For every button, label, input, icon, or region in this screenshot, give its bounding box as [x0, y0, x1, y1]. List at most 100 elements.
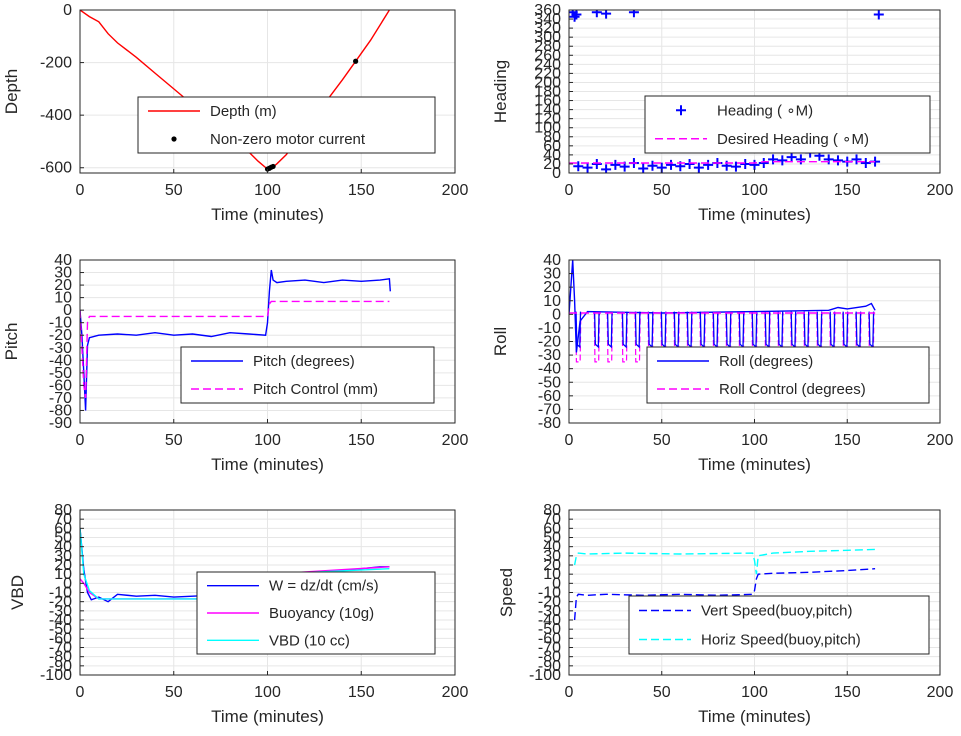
depth-series-1-point [270, 163, 276, 170]
y-tick-label: -200 [40, 55, 72, 72]
legend-label: Depth (m) [210, 103, 277, 120]
x-tick-label: 0 [76, 182, 85, 199]
vbd-legend: W = dz/dt (cm/s) Buoyancy (10g) VBD (10 cc… [196, 571, 436, 655]
roll-legend: Roll (degrees) Roll Control (degrees) [646, 346, 930, 404]
y-tick-label: -50 [49, 365, 72, 382]
y-tick-label: 50 [543, 530, 561, 547]
y-tick-label: 260 [534, 47, 561, 64]
x-tick-label: 150 [348, 684, 375, 701]
roll-spike [606, 311, 613, 349]
heading-series-0-point [571, 10, 582, 20]
legend-box [137, 96, 436, 154]
y-tick-label: 220 [534, 65, 561, 82]
roll-spike [790, 311, 797, 349]
x-tick-label: 50 [653, 684, 671, 701]
depth-x-label: Time (minutes) [211, 205, 324, 224]
pitch-y-label: Pitch [2, 323, 21, 361]
heading-y-label: Heading [491, 60, 510, 123]
y-tick-label: 10 [54, 290, 72, 307]
heading-series-0-point [777, 155, 788, 166]
y-tick-label: 30 [54, 548, 72, 565]
x-tick-label: 150 [834, 182, 861, 199]
pitch-legend: Pitch (degrees) Pitch Control (mm) [180, 346, 435, 404]
y-tick-label: 80 [54, 502, 72, 519]
pitch-series-0-line [80, 269, 391, 411]
y-tick-label: -100 [40, 667, 72, 684]
heading-x-label: Time (minutes) [698, 205, 811, 224]
heading-series-0-point [740, 158, 751, 169]
pitch-series-1-line [80, 300, 390, 398]
roll-spike [803, 311, 810, 349]
y-tick-label: 20 [543, 279, 561, 296]
x-tick-label: 150 [834, 432, 861, 449]
y-tick-label: 280 [534, 38, 561, 55]
roll-spike [751, 311, 758, 349]
roll-spike [673, 311, 680, 349]
heading-series-0-point [873, 10, 884, 20]
y-tick-label: -20 [538, 594, 561, 611]
y-tick-label: 80 [543, 502, 561, 519]
y-tick-label: 240 [534, 56, 561, 73]
heading-series-0-point [832, 155, 843, 166]
y-tick-label: 120 [534, 111, 561, 128]
y-tick-label: 0 [63, 302, 72, 319]
y-tick-label: -60 [538, 630, 561, 647]
speed-legend: Vert Speed(buoy,pitch) Horiz Speed(buoy,p… [628, 595, 930, 655]
roll-spike [738, 311, 745, 349]
roll-spike [829, 311, 836, 349]
y-tick-label: -400 [40, 107, 72, 124]
heading-series-0-point [573, 161, 584, 172]
y-tick-label: -30 [538, 603, 561, 620]
y-tick-label: 10 [543, 293, 561, 310]
y-tick-label: 30 [543, 266, 561, 283]
legend-label: Pitch Control (mm) [253, 381, 378, 398]
roll-x-label: Time (minutes) [698, 455, 811, 474]
roll-spike [764, 311, 771, 349]
y-tick-label: -40 [538, 361, 561, 378]
y-tick-label: 20 [543, 156, 561, 173]
y-tick-label: -60 [49, 630, 72, 647]
x-tick-label: 150 [348, 432, 375, 449]
pitch-panel: 0 50 100 150 200403020100-10-20-30-40-50-60-… [2, 252, 468, 474]
y-tick-label: -50 [538, 374, 561, 391]
legend-box [644, 95, 931, 154]
x-tick-label: 200 [442, 684, 469, 701]
y-tick-label: 300 [534, 29, 561, 46]
roll-spike [855, 311, 862, 349]
y-tick-label: -50 [538, 621, 561, 638]
roll-spike [868, 311, 875, 349]
y-tick-label: -30 [49, 603, 72, 620]
roll-spike [660, 311, 667, 349]
y-tick-label: -80 [538, 415, 561, 432]
x-tick-label: 50 [165, 182, 183, 199]
legend-box [646, 346, 930, 404]
x-tick-label: 50 [653, 432, 671, 449]
pitch-x-label: Time (minutes) [211, 455, 324, 474]
y-tick-label: -20 [538, 334, 561, 351]
heading-series-0-point [768, 154, 779, 165]
roll-spike [634, 311, 641, 349]
heading-series-0-point [610, 159, 621, 170]
y-tick-label: 20 [54, 277, 72, 294]
roll-spike [593, 311, 600, 349]
heading-series-0-point [823, 154, 834, 165]
heading-series-0-point [758, 158, 769, 169]
speed-plot-area [573, 548, 876, 621]
y-tick-label: -50 [49, 621, 72, 638]
roll-spike [699, 311, 706, 349]
heading-legend: Heading ( ∘M) Desired Heading ( ∘M) [644, 95, 931, 154]
y-tick-label: 70 [543, 511, 561, 528]
y-tick-label: -40 [49, 352, 72, 369]
x-tick-label: 0 [76, 432, 85, 449]
heading-series-0-point [795, 154, 806, 165]
heading-series-0-point [786, 152, 797, 163]
y-tick-label: -80 [49, 402, 72, 419]
heading-series-0-point [582, 162, 593, 173]
roll-panel: 0 50 100 150 200403020100-10-20-30-40-50-60-… [491, 252, 953, 474]
x-tick-label: 100 [254, 182, 281, 199]
y-tick-label: -70 [49, 390, 72, 407]
roll-spike [777, 311, 784, 349]
legend-label: W = dz/dt (cm/s) [269, 578, 379, 595]
y-tick-label: -10 [538, 320, 561, 337]
roll-spike [816, 311, 823, 349]
